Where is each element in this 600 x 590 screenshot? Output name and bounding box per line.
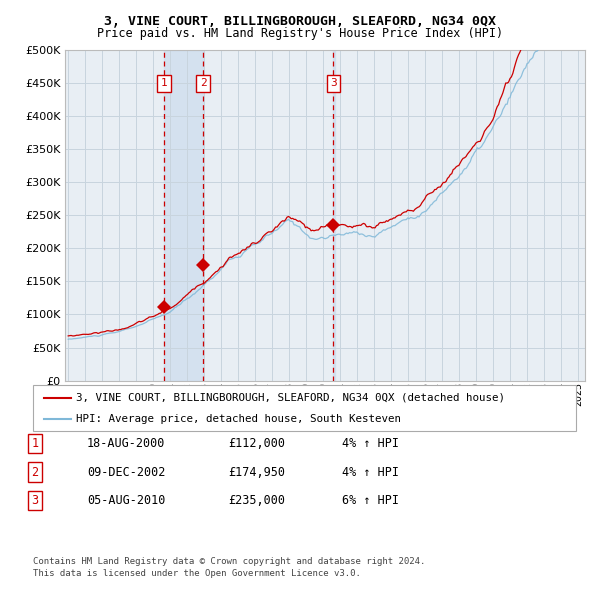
Bar bbox=[164, 50, 203, 381]
Text: 1: 1 bbox=[31, 437, 38, 450]
Text: 6% ↑ HPI: 6% ↑ HPI bbox=[342, 494, 399, 507]
FancyBboxPatch shape bbox=[33, 385, 576, 431]
Bar bbox=[334, 50, 335, 381]
Text: 1: 1 bbox=[161, 78, 167, 88]
Text: 3, VINE COURT, BILLINGBOROUGH, SLEAFORD, NG34 0QX: 3, VINE COURT, BILLINGBOROUGH, SLEAFORD,… bbox=[104, 15, 496, 28]
Text: HPI: Average price, detached house, South Kesteven: HPI: Average price, detached house, Sout… bbox=[76, 414, 401, 424]
Text: 4% ↑ HPI: 4% ↑ HPI bbox=[342, 466, 399, 478]
Text: 3, VINE COURT, BILLINGBOROUGH, SLEAFORD, NG34 0QX (detached house): 3, VINE COURT, BILLINGBOROUGH, SLEAFORD,… bbox=[76, 392, 505, 402]
Text: Price paid vs. HM Land Registry's House Price Index (HPI): Price paid vs. HM Land Registry's House … bbox=[97, 27, 503, 40]
Text: £112,000: £112,000 bbox=[228, 437, 285, 450]
Text: 2: 2 bbox=[200, 78, 206, 88]
Text: 3: 3 bbox=[31, 494, 38, 507]
Text: Contains HM Land Registry data © Crown copyright and database right 2024.: Contains HM Land Registry data © Crown c… bbox=[33, 558, 425, 566]
Text: 18-AUG-2000: 18-AUG-2000 bbox=[87, 437, 166, 450]
Text: £235,000: £235,000 bbox=[228, 494, 285, 507]
Text: 05-AUG-2010: 05-AUG-2010 bbox=[87, 494, 166, 507]
Text: 09-DEC-2002: 09-DEC-2002 bbox=[87, 466, 166, 478]
Text: 4% ↑ HPI: 4% ↑ HPI bbox=[342, 437, 399, 450]
Text: 2: 2 bbox=[31, 466, 38, 478]
Text: This data is licensed under the Open Government Licence v3.0.: This data is licensed under the Open Gov… bbox=[33, 569, 361, 578]
Text: £174,950: £174,950 bbox=[228, 466, 285, 478]
Text: 3: 3 bbox=[330, 78, 337, 88]
